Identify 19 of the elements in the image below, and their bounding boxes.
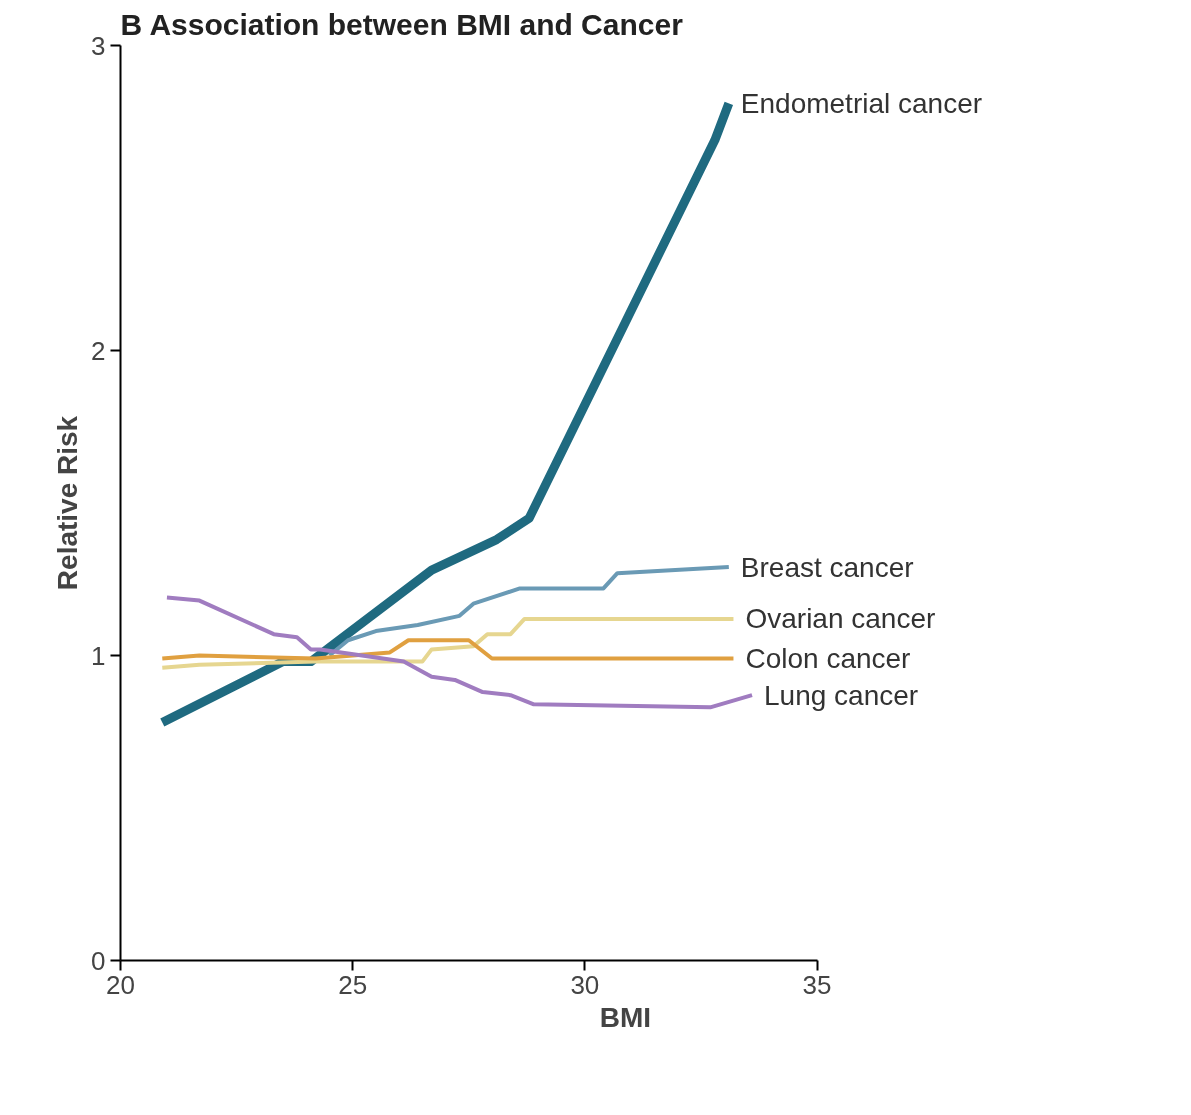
series-label: Endometrial cancer — [740, 87, 983, 119]
chart-title: B Association between BMI and Cancer — [120, 7, 684, 41]
line-series — [327, 565, 731, 658]
series-label: Breast cancer — [740, 551, 914, 583]
x-tick-label: 30 — [570, 969, 600, 1000]
y-tick-label: 0 — [91, 945, 106, 976]
series-label: Colon cancer — [745, 643, 911, 675]
line-series — [160, 616, 736, 670]
line-series — [160, 638, 736, 661]
x-tick-label: 20 — [106, 969, 135, 1000]
y-axis-title: Relative Risk — [52, 415, 84, 591]
x-tick-label: 25 — [338, 969, 368, 1000]
x-tick-label: 35 — [802, 969, 832, 1000]
y-tick-label: 3 — [91, 30, 106, 61]
y-tick-label: 1 — [91, 640, 106, 671]
series-label: Ovarian cancer — [745, 603, 936, 635]
series-label: Lung cancer — [764, 679, 919, 711]
y-tick-label: 2 — [91, 335, 106, 366]
x-axis-title: BMI — [599, 1001, 652, 1033]
